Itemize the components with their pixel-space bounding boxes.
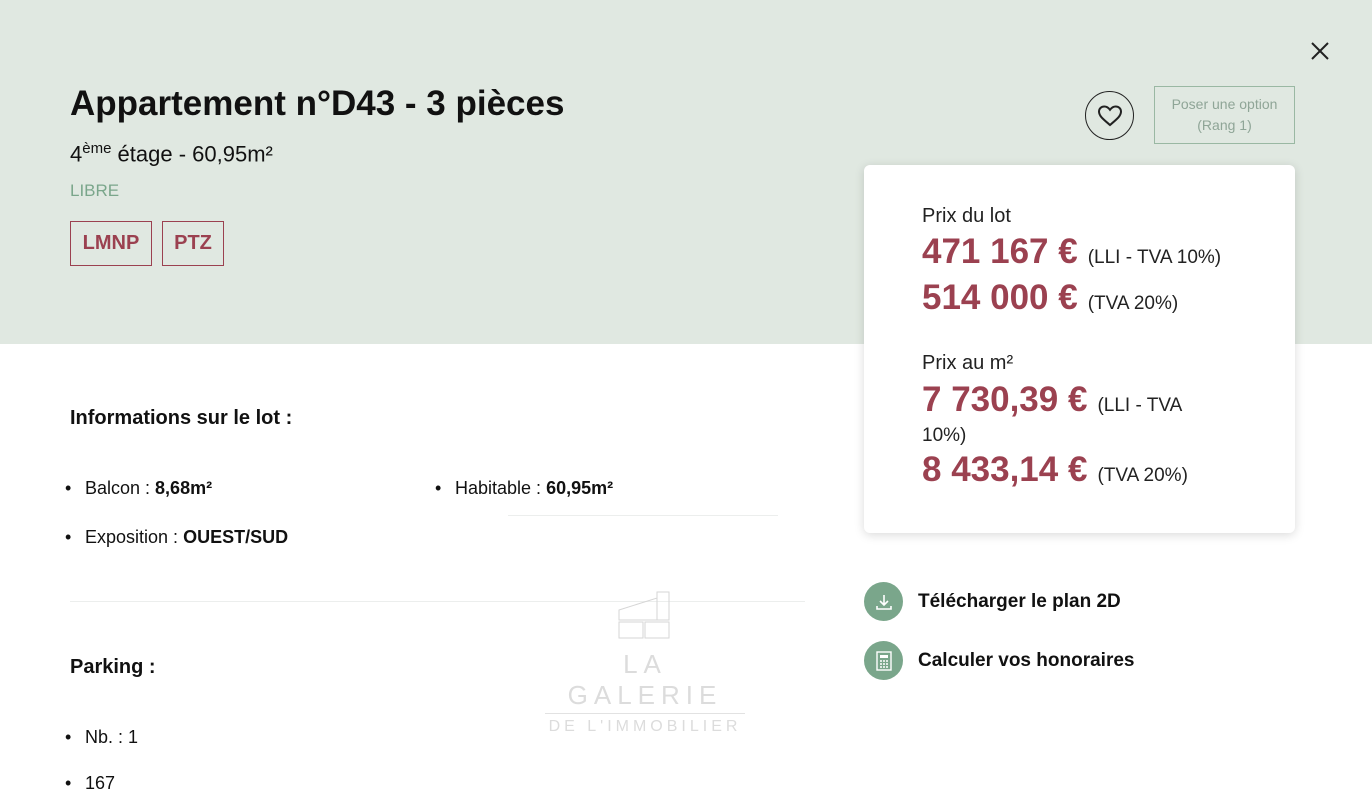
status-badge: LIBRE	[70, 181, 120, 200]
divider	[508, 515, 778, 516]
lot-price-lli: 471 167 € (LLI - TVA 10%)	[922, 232, 1221, 272]
price-value: 514 000 €	[922, 278, 1078, 317]
info-title: Informations sur le lot :	[70, 407, 293, 429]
m2-price-lli: 7 730,39 € (LLI - TVA	[922, 380, 1182, 420]
option-rank: (Rang 1)	[1197, 117, 1252, 133]
floor-surface: 4ème étage - 60,95m²	[70, 140, 273, 167]
m2-price-tva20: 8 433,14 € (TVA 20%)	[922, 450, 1188, 490]
heart-icon	[1097, 104, 1122, 126]
calculate-fees-label: Calculer vos honoraires	[918, 649, 1135, 671]
info-label: Balcon :	[85, 478, 156, 498]
price-note: (TVA 20%)	[1097, 465, 1188, 486]
price-note-wrap: 10%)	[922, 425, 967, 446]
price-note: (LLI - TVA	[1097, 395, 1183, 416]
info-label: Habitable :	[455, 478, 547, 498]
info-habitable: Habitable : 60,95m²	[435, 478, 614, 499]
option-button[interactable]: Poser une option (Rang 1)	[1154, 86, 1295, 144]
price-note: (LLI - TVA 10%)	[1087, 247, 1222, 268]
info-label: Exposition :	[85, 527, 184, 547]
building-logo-icon	[618, 591, 670, 639]
download-icon	[875, 594, 892, 610]
price-note: (TVA 20%)	[1087, 293, 1179, 314]
floor-suffix: ème	[82, 140, 112, 157]
info-value: 8,68m²	[155, 478, 213, 498]
price-value: 471 167 €	[922, 232, 1078, 271]
calculate-fees-link[interactable]: Calculer vos honoraires	[864, 641, 1134, 680]
info-balcon: Balcon : 8,68m²	[65, 478, 213, 499]
download-plan-label: Télécharger le plan 2D	[918, 590, 1121, 612]
price-value: 7 730,39 €	[922, 380, 1088, 419]
price-value: 8 433,14 €	[922, 450, 1088, 489]
floor-text: étage - 60,95m²	[111, 141, 273, 167]
tag-ptz: PTZ	[162, 221, 224, 266]
calculator-icon	[875, 650, 892, 671]
close-button[interactable]	[1306, 38, 1334, 66]
m2-price-label: Prix au m²	[922, 352, 1014, 374]
tag-lmnp: LMNP	[70, 221, 152, 266]
lot-price-label: Prix du lot	[922, 205, 1011, 227]
favorite-button[interactable]	[1085, 91, 1134, 140]
lot-price-tva20: 514 000 € (TVA 20%)	[922, 278, 1178, 318]
option-label: Poser une option	[1171, 96, 1278, 112]
price-card: Prix du lot 471 167 € (LLI - TVA 10%) 514…	[864, 165, 1295, 533]
close-icon	[1311, 42, 1329, 60]
download-plan-link[interactable]: Télécharger le plan 2D	[864, 582, 1121, 621]
watermark-logo: LA GALERIE DE L'IMMOBILIER	[545, 590, 745, 736]
parking-title: Parking :	[70, 656, 156, 678]
floor-number: 4	[70, 141, 83, 167]
parking-count: Nb. : 1	[65, 727, 138, 748]
info-value: 60,95m²	[546, 478, 614, 498]
info-exposition: Exposition : OUEST/SUD	[65, 527, 289, 548]
divider	[70, 601, 805, 602]
page-title: Appartement n°D43 - 3 pièces	[70, 84, 565, 123]
info-value: OUEST/SUD	[183, 527, 289, 547]
parking-item: 167	[65, 773, 115, 794]
